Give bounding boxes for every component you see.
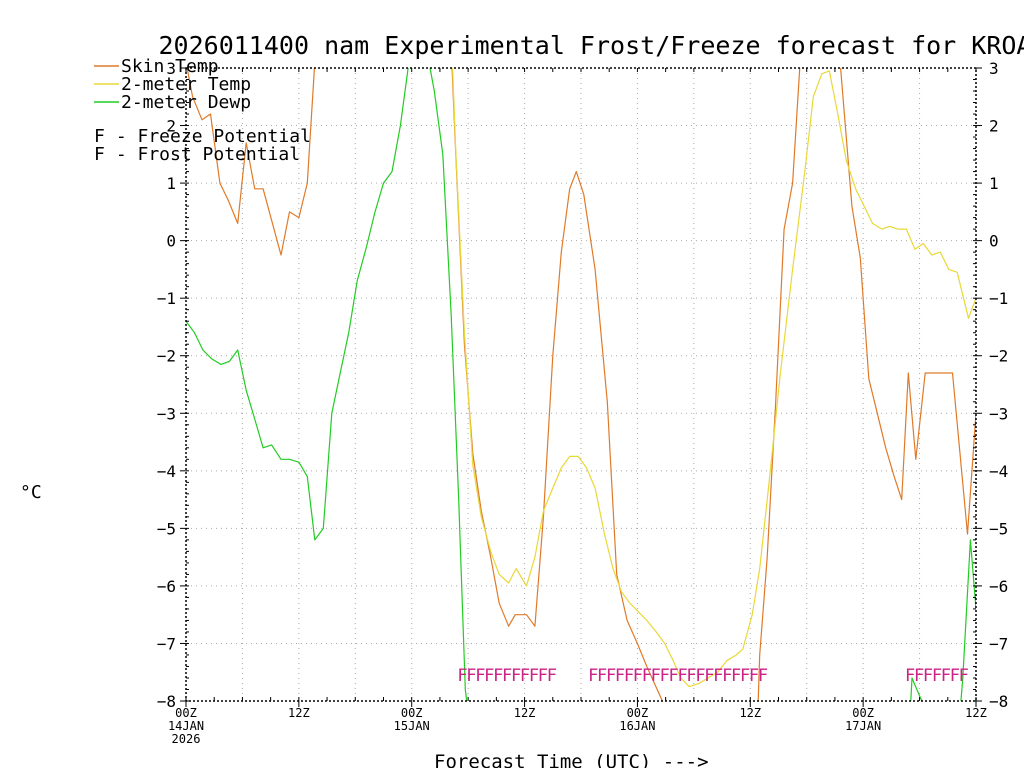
freeze-marker: F [642,666,652,686]
freeze-marker: F [677,666,687,686]
freeze-marker: F [529,666,539,686]
freeze-marker: F [615,666,625,686]
freeze-marker: F [597,666,607,686]
series-line-skin-temp [186,68,976,701]
y-tick-label: 2 [166,117,176,136]
x-tick-date: 14JAN [168,719,204,733]
y-tick-label-right: −4 [989,462,1008,481]
x-tick-label: 00Z [401,706,423,720]
y-tick-label: −4 [157,462,176,481]
y-tick-label-right: −7 [989,634,1008,653]
y-tick-label: 0 [166,232,176,251]
y-tick-label-right: −6 [989,577,1008,596]
freeze-marker: F [493,666,503,686]
x-tick-label: 12Z [739,706,761,720]
chart-title: 2026011400 nam Experimental Frost/Freeze… [159,31,1024,60]
y-tick-label-right: −5 [989,519,1008,538]
freeze-marker: F [511,666,521,686]
freeze-marker: F [669,666,679,686]
series-line-2-meter-temp [451,68,976,688]
freeze-marker: F [695,666,705,686]
freeze-marker: F [484,666,494,686]
legend-label: 2-meter Temp [121,74,251,95]
freeze-marker: F [959,666,969,686]
freeze-marker: F [704,666,714,686]
plot-frame [185,67,977,702]
potential-legend-text: - Freeze Potential [105,126,311,147]
y-tick-label-right: 3 [989,59,999,78]
freeze-marker: F [660,666,670,686]
y-axis-unit-label: °C [20,482,42,503]
x-tick-label: 00Z [627,706,649,720]
x-tick-label: 12Z [514,706,536,720]
freeze-marker: F [731,666,741,686]
legend-label: Skin Temp [121,56,219,77]
legend-label: 2-meter Dewp [121,92,251,113]
freeze-marker: F [923,666,933,686]
y-tick-label: −8 [157,692,176,711]
y-tick-label-right: 1 [989,174,999,193]
freeze-marker: F [950,666,960,686]
y-tick-label: −1 [157,289,176,308]
y-tick-label-right: −8 [989,692,1008,711]
potential-legend-text: - Frost Potential [105,144,300,165]
freeze-marker: F [475,666,485,686]
x-tick-date: 15JAN [394,719,430,733]
series-group [186,68,976,701]
freeze-marker: F [932,666,942,686]
freeze-marker: F [651,666,661,686]
y-tick-label-right: 0 [989,232,999,251]
y-tick-label: −6 [157,577,176,596]
freeze-marker: F [588,666,598,686]
plot-border [185,67,977,702]
freeze-marker: F [520,666,530,686]
x-axis-label: Forecast Time (UTC) ---> [434,751,709,768]
freeze-marker: F [749,666,759,686]
potential-legend-letter: F [94,126,105,147]
y-tick-label: −7 [157,634,176,653]
freeze-marker: F [740,666,750,686]
y-tick-label-right: 2 [989,117,999,136]
grid [186,68,976,701]
series-line-2-meter-dewp [186,68,976,701]
freeze-marker: F [905,666,915,686]
y-tick-label-right: −1 [989,289,1008,308]
freeze-marker: F [941,666,951,686]
y-tick-label: −3 [157,404,176,423]
freeze-marker: F [914,666,924,686]
x-tick-label: 12Z [288,706,310,720]
y-tick-label: 3 [166,59,176,78]
x-tick-label: 12Z [965,706,987,720]
freeze-marker: F [722,666,732,686]
freeze-marker: F [633,666,643,686]
freeze-marker: F [686,666,696,686]
y-tick-label-right: −3 [989,404,1008,423]
freeze-marker: F [713,666,723,686]
y-tick-label: 1 [166,174,176,193]
freeze-marker: F [466,666,476,686]
x-tick-label: 00Z [175,706,197,720]
freeze-marker: F [606,666,616,686]
x-tick-label: 00Z [852,706,874,720]
freeze-marker: F [457,666,467,686]
y-tick-label: −5 [157,519,176,538]
x-tick-year: 2026 [172,732,201,746]
freeze-marker: F [538,666,548,686]
freeze-marker: F [624,666,634,686]
freeze-marker: F [547,666,557,686]
y-tick-label-right: −2 [989,347,1008,366]
potential-legend-letter: F [94,144,105,165]
freeze-marker: F [502,666,512,686]
freeze-marker: F [758,666,768,686]
x-tick-date: 16JAN [619,719,655,733]
x-tick-date: 17JAN [845,719,881,733]
y-axis: −8 −8 −7 −7 −6 −6 −5 −5 −4 −4 −3 −3 −2 −2 −1 −1 0 0 1 1 2 2 3 3 [157,59,1009,711]
y-tick-label: −2 [157,347,176,366]
